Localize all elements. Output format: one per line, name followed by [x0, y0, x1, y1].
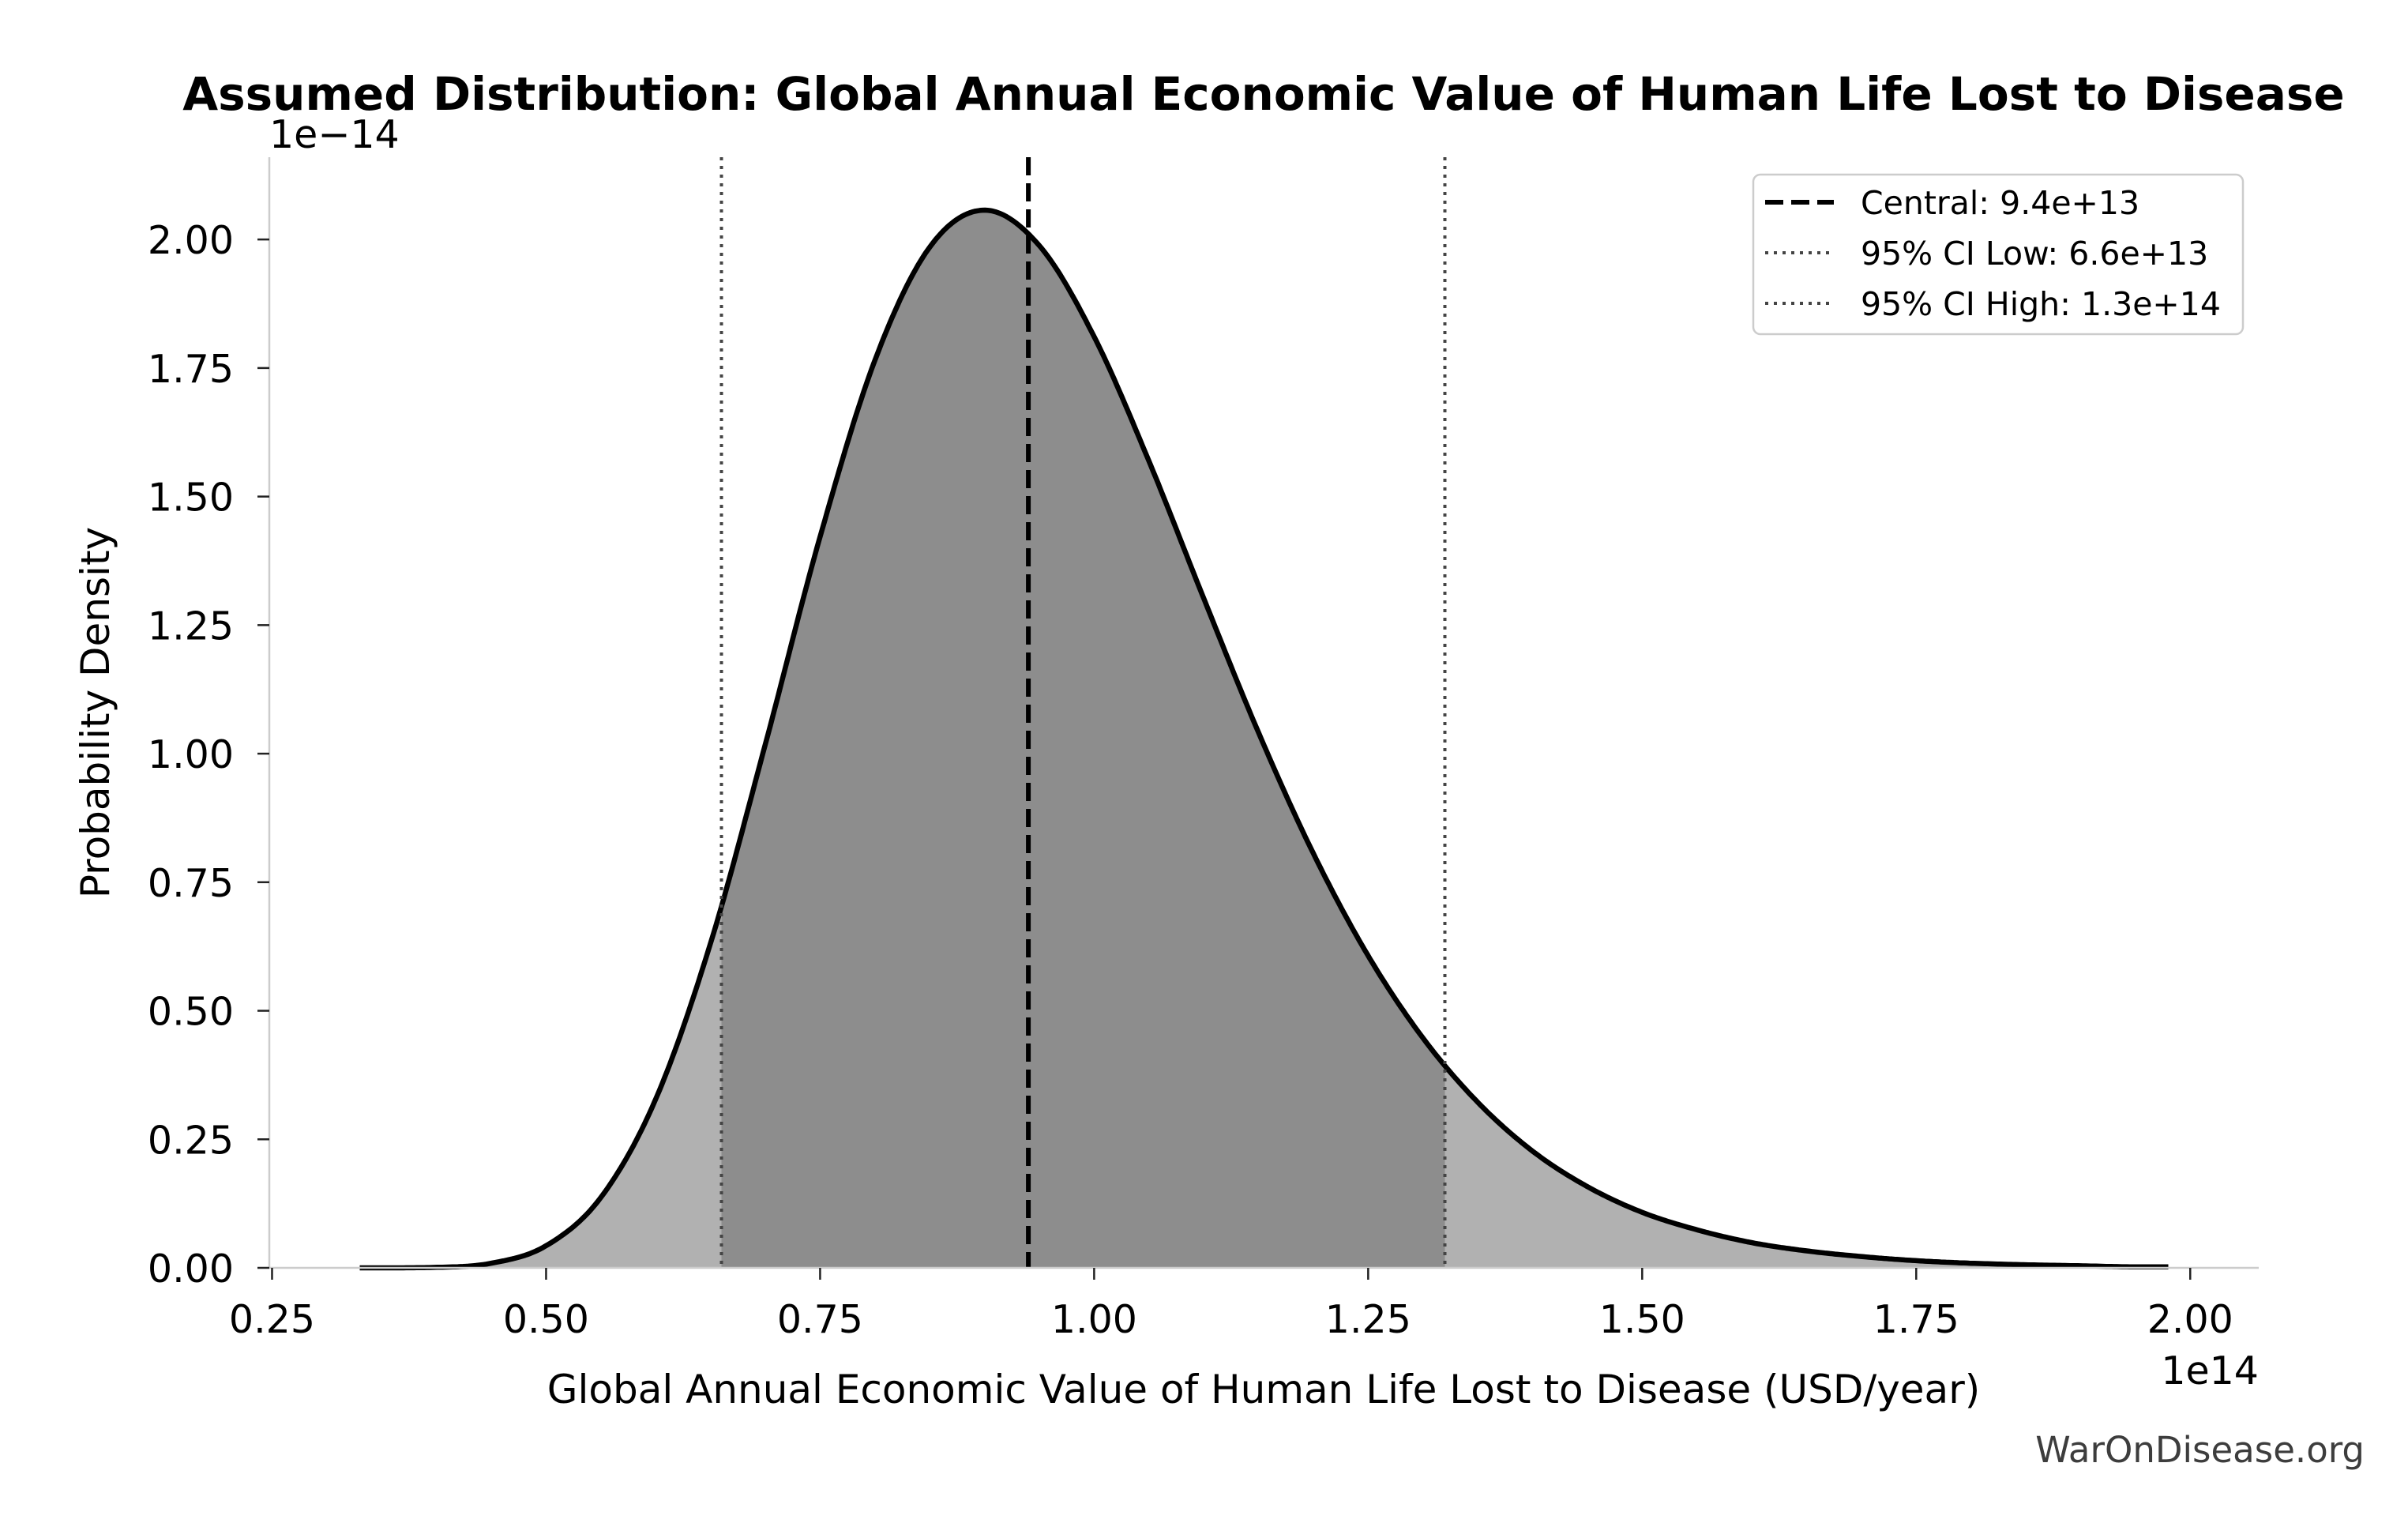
watermark: WarOnDisease.org [2035, 1429, 2365, 1471]
x-axis-offset-label: 1e14 [2161, 1348, 2259, 1393]
x-tick-label: 1.25 [1325, 1297, 1411, 1342]
x-tick-label: 0.50 [503, 1297, 589, 1342]
y-tick-label: 0.75 [148, 861, 234, 906]
x-tick-label: 0.75 [777, 1297, 863, 1342]
legend-label: 95% CI Low: 6.6e+13 [1861, 235, 2208, 273]
x-axis-ticks: 0.25 0.50 0.75 1.00 1.25 1.50 1.75 2.00 [229, 1268, 2233, 1342]
y-tick-label: 1.00 [148, 732, 234, 777]
y-tick-label: 0.00 [148, 1247, 234, 1292]
x-tick-label: 1.00 [1051, 1297, 1137, 1342]
y-axis-ticks: 0.00 0.25 0.50 0.75 1.00 1.25 1.50 1.75 2.00 [148, 218, 269, 1292]
x-tick-label: 1.75 [1873, 1297, 1959, 1342]
legend-box [1752, 173, 2245, 336]
y-axis-label: Probability Density [73, 527, 118, 898]
legend-label: 95% CI High: 1.3e+14 [1861, 285, 2221, 323]
reference-lines [719, 157, 1447, 1268]
density-curve [359, 207, 2169, 1271]
y-tick-label: 0.50 [148, 990, 234, 1035]
legend-label: Central: 9.4e+13 [1861, 184, 2139, 222]
legend: Central: 9.4e+13 95% CI Low: 6.6e+13 95% C… [1752, 173, 2245, 336]
y-axis-offset-label: 1e−14 [269, 112, 400, 157]
y-tick-label: 1.25 [148, 604, 234, 649]
y-tick-label: 1.50 [148, 476, 234, 521]
chart-title: Assumed Distribution: Global Annual Econ… [182, 67, 2345, 121]
x-axis-label: Global Annual Economic Value of Human Li… [547, 1367, 1981, 1412]
plot-area [359, 207, 2169, 1271]
ci-interval-fill [721, 210, 1445, 1268]
x-tick-label: 0.25 [229, 1297, 315, 1342]
y-tick-label: 1.75 [148, 347, 234, 392]
x-tick-label: 1.50 [1599, 1297, 1685, 1342]
y-tick-label: 2.00 [148, 218, 234, 263]
x-tick-label: 2.00 [2147, 1297, 2233, 1342]
y-tick-label: 0.25 [148, 1118, 234, 1163]
